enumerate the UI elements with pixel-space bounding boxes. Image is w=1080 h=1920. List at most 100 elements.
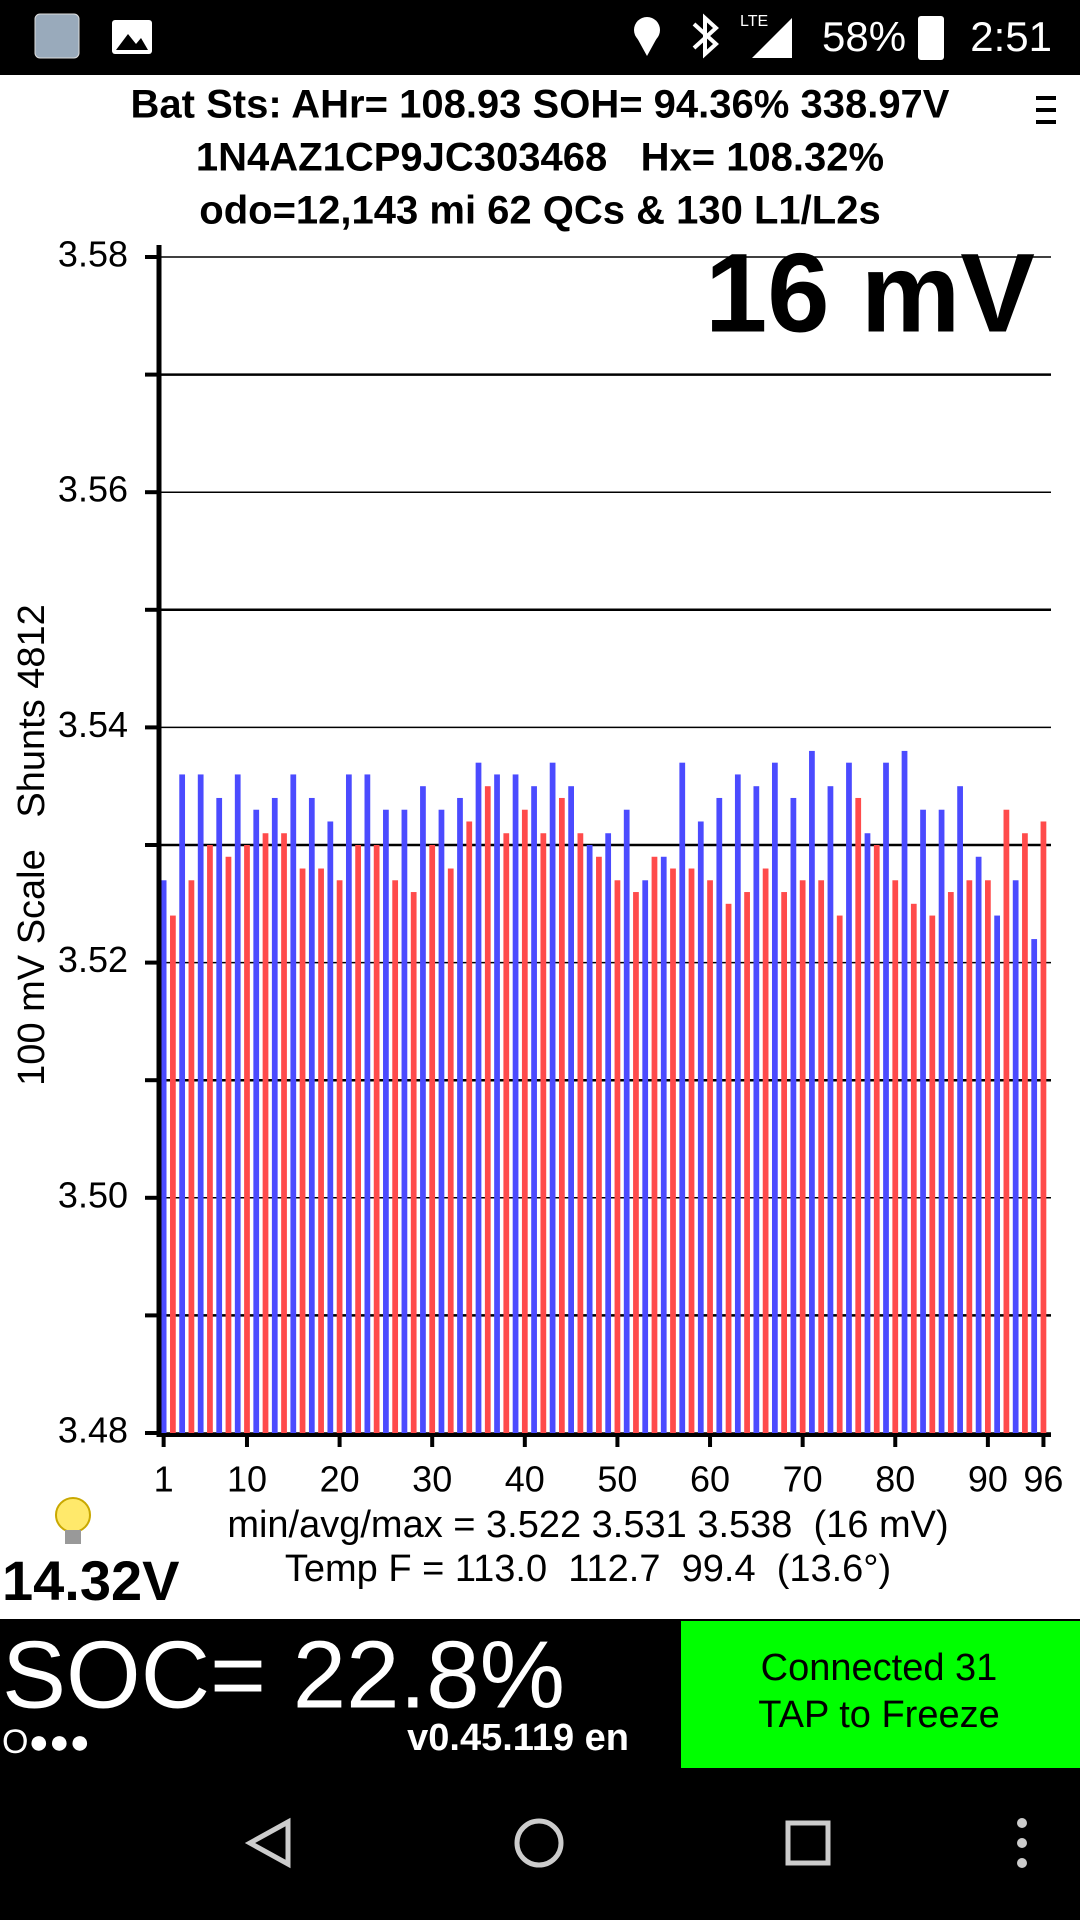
bar — [716, 797, 723, 1433]
freeze-button[interactable]: Connected 31 TAP to Freeze — [681, 1621, 1080, 1768]
dot — [1017, 1858, 1027, 1868]
network-label: LTE — [740, 13, 768, 30]
bar — [855, 797, 862, 1433]
bar — [475, 762, 482, 1433]
bar — [392, 880, 399, 1433]
status-dots: O●●● — [2, 1723, 90, 1761]
bar — [642, 880, 649, 1433]
button-background — [681, 1621, 1080, 1768]
x-tick-label: 20 — [320, 1459, 360, 1500]
bar — [864, 833, 871, 1433]
menu-bar — [1036, 108, 1056, 112]
image-icon-glyph — [116, 34, 148, 50]
status-bar — [0, 0, 1080, 75]
odometer-line: odo=12,143 mi 62 QCs & 130 L1/L2s — [199, 189, 880, 233]
bar — [623, 809, 630, 1433]
version: v0.45.119 en — [407, 1717, 629, 1759]
y-tick-label: 3.54 — [58, 704, 128, 745]
bar — [966, 880, 973, 1433]
overflow-button[interactable] — [1017, 1818, 1027, 1868]
x-tick-label: 40 — [505, 1459, 545, 1500]
menu-bar — [1036, 120, 1056, 124]
battery-percent: 58% — [822, 13, 906, 60]
bar — [994, 915, 1001, 1433]
back-button[interactable] — [244, 1817, 291, 1869]
bar — [383, 809, 389, 1433]
bar — [929, 915, 936, 1433]
menu-bar — [1036, 96, 1056, 100]
recents-button[interactable] — [785, 1820, 831, 1866]
bar — [1003, 809, 1010, 1433]
bar — [883, 762, 889, 1433]
y-tick-label: 3.48 — [58, 1410, 128, 1451]
bar — [781, 892, 788, 1433]
bar — [207, 845, 213, 1433]
vin-line: 1N4AZ1CP9JC303468 Hx= 108.32% — [196, 136, 884, 180]
bar — [290, 774, 297, 1433]
bar — [818, 880, 825, 1433]
bar — [985, 880, 991, 1433]
location-icon-tip — [636, 36, 658, 56]
button-text: TAP to Freeze — [758, 1694, 999, 1736]
bar — [401, 809, 408, 1433]
x-tick-label: 90 — [968, 1459, 1008, 1500]
bar — [373, 845, 380, 1433]
bar — [707, 880, 713, 1433]
bar — [901, 750, 908, 1433]
y-tick-label: 3.56 — [58, 469, 128, 510]
bar — [179, 774, 186, 1433]
aux-voltage: 14.32V — [2, 1549, 180, 1612]
bar — [355, 845, 361, 1433]
bar — [336, 880, 343, 1433]
bar — [160, 880, 167, 1433]
min-avg-max: min/avg/max = 3.522 3.531 3.538 (16 mV) — [227, 1504, 948, 1546]
bar — [605, 833, 612, 1433]
x-tick-label: 70 — [783, 1459, 823, 1500]
bar — [670, 868, 676, 1433]
bar — [910, 903, 917, 1433]
bar — [216, 797, 223, 1433]
bar — [503, 833, 510, 1433]
bar — [688, 868, 695, 1433]
temperature: Temp F = 113.0 112.7 99.4 (13.6°) — [285, 1548, 891, 1590]
bar — [577, 833, 584, 1433]
bar — [957, 786, 963, 1433]
bar — [447, 868, 454, 1433]
bar — [1040, 821, 1047, 1433]
bar — [846, 762, 852, 1433]
y-tick-label: 3.58 — [58, 234, 128, 275]
x-tick-label: 50 — [597, 1459, 637, 1500]
bar — [457, 797, 463, 1433]
bar — [188, 880, 195, 1433]
bar — [299, 868, 306, 1433]
signal-icon — [752, 18, 792, 58]
bar — [975, 856, 982, 1433]
bar — [318, 868, 324, 1433]
bar — [809, 750, 815, 1433]
menu-icon[interactable] — [1036, 96, 1056, 124]
bar — [586, 845, 593, 1433]
x-tick-label: 30 — [412, 1459, 452, 1500]
bar — [651, 856, 658, 1433]
bar — [262, 833, 269, 1433]
bar — [420, 786, 426, 1433]
bulb-base — [65, 1530, 81, 1544]
battery-icon — [918, 16, 944, 60]
y-tick-label: 3.52 — [58, 939, 128, 980]
bar — [429, 845, 436, 1433]
bar — [466, 821, 473, 1433]
battery-status: Bat Sts: AHr= 108.93 SOH= 94.36% 338.97V — [131, 83, 950, 127]
bar — [836, 915, 843, 1433]
bar — [531, 786, 537, 1433]
home-button[interactable] — [514, 1818, 564, 1868]
y-axis-label: 100 mV Scale Shunts 4812 — [11, 604, 53, 1086]
bar — [438, 809, 445, 1433]
bar — [920, 809, 926, 1433]
x-tick-label: 60 — [690, 1459, 730, 1500]
bar — [170, 915, 176, 1433]
bar — [364, 774, 371, 1433]
bar — [244, 845, 250, 1433]
bar — [253, 809, 260, 1433]
x-tick-label: 96 — [1023, 1459, 1063, 1500]
